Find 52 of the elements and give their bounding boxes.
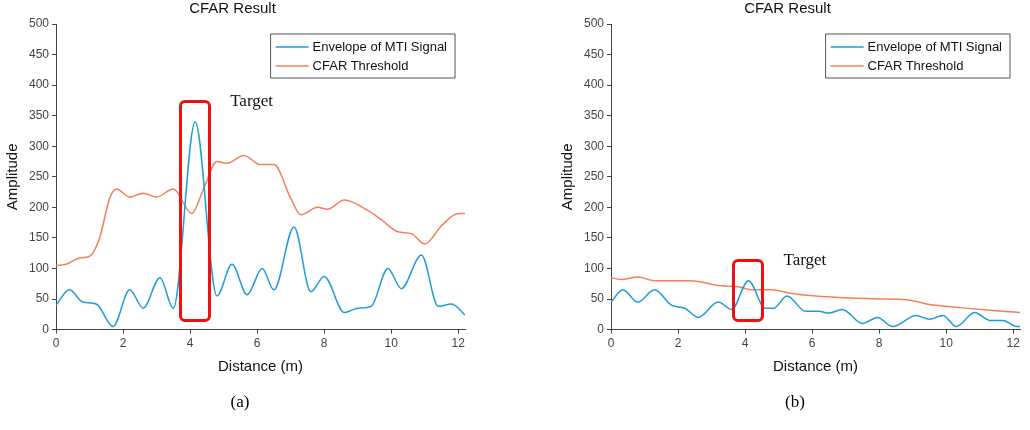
y-tick-label: 0 (597, 321, 605, 336)
x-axis-title: Distance (m) (218, 357, 304, 375)
x-tick-label: 6 (253, 336, 261, 351)
y-tick-label: 300 (28, 138, 50, 153)
y-tick-label: 500 (28, 16, 50, 31)
legend-label: Envelope of MTI Signal (312, 38, 448, 54)
y-tick-label: 0 (42, 321, 50, 336)
y-tick-label: 100 (28, 260, 50, 275)
chart-title: CFAR Result (189, 0, 277, 17)
legend-label: Envelope of MTI Signal (867, 38, 1003, 54)
text: (b) (784, 392, 806, 412)
y-tick-label: 200 (28, 199, 50, 214)
legend-label: CFAR Threshold (867, 57, 964, 73)
y-tick-label: 400 (28, 77, 50, 92)
x-tick-label: 2 (119, 336, 127, 351)
y-tick-label: 300 (583, 138, 605, 153)
y-tick-label: 400 (583, 77, 605, 92)
x-tick-label: 0 (52, 336, 60, 351)
y-tick-label: 350 (583, 107, 605, 122)
y-tick-label: 100 (583, 260, 605, 275)
y-tick-label: 50 (35, 291, 50, 306)
y-axis-title: Amplitude (558, 143, 576, 211)
line-series (611, 276, 1020, 314)
text: (a) (229, 392, 251, 412)
x-tick-label: 4 (186, 336, 194, 351)
chart-title: CFAR Result (744, 0, 832, 17)
y-tick-label: 200 (583, 199, 605, 214)
y-axis-title: Amplitude (3, 143, 21, 211)
line-series (56, 154, 465, 267)
x-tick-label: 6 (808, 336, 816, 351)
x-tick-label: 4 (741, 336, 749, 351)
y-tick-label: 450 (583, 46, 605, 61)
y-tick-label: 500 (583, 16, 605, 31)
x-tick-label: 0 (607, 336, 615, 351)
annotation: Target (230, 91, 274, 111)
y-tick-label: 450 (28, 46, 50, 61)
y-tick-label: 250 (583, 169, 605, 184)
x-tick-label: 12 (451, 336, 466, 351)
x-tick-label: 10 (384, 336, 399, 351)
y-tick-label: 250 (28, 169, 50, 184)
x-tick-label: 10 (939, 336, 954, 351)
x-tick-label: 8 (320, 336, 328, 351)
legend-label: CFAR Threshold (312, 57, 409, 73)
x-axis-title: Distance (m) (773, 357, 859, 375)
annotation: Target (783, 250, 827, 270)
y-tick-label: 50 (590, 291, 605, 306)
x-tick-label: 12 (1006, 336, 1021, 351)
y-tick-label: 150 (583, 230, 605, 245)
x-tick-label: 8 (875, 336, 883, 351)
x-tick-label: 2 (674, 336, 682, 351)
y-tick-label: 150 (28, 230, 50, 245)
y-tick-label: 350 (28, 107, 50, 122)
